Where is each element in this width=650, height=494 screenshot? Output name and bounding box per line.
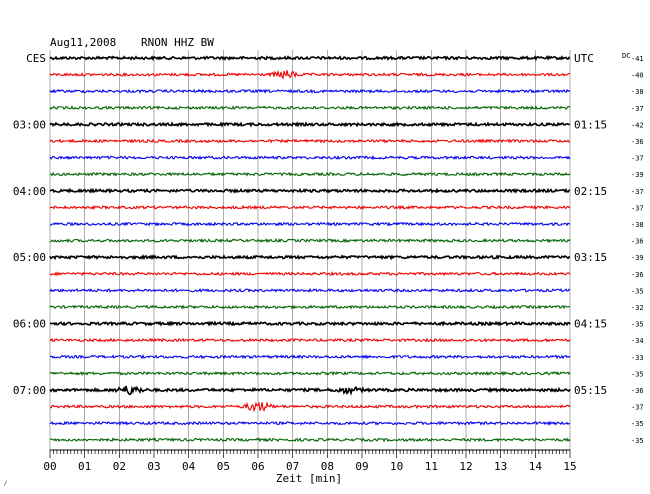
- x-tick-label: 15: [563, 460, 576, 473]
- trace-row-3: [49, 105, 571, 111]
- dc-offset-label: -35: [631, 287, 644, 295]
- trace-row-22: [49, 420, 571, 426]
- trace-row-2: [49, 88, 571, 94]
- plot-grid: [49, 50, 571, 450]
- trace-row-14: [49, 287, 571, 293]
- x-tick-label: 11: [425, 460, 438, 473]
- dc-offset-label: -42: [631, 121, 644, 129]
- dc-offset-label: -35: [631, 370, 644, 378]
- x-tick-label: 05: [217, 460, 230, 473]
- x-tick-label: 04: [182, 460, 196, 473]
- trace-row-18: [49, 354, 571, 360]
- right-time-label: UTC: [574, 52, 594, 65]
- dc-offset-label: -37: [631, 204, 644, 212]
- left-time-label: CES: [26, 52, 46, 65]
- right-time-label: 02:15: [574, 185, 607, 198]
- trace-row-6: [49, 155, 571, 161]
- x-tick-label: 09: [355, 460, 368, 473]
- corner-mark: ⁄: [3, 479, 8, 488]
- dc-offset-label: -33: [631, 354, 644, 362]
- trace-group: [49, 55, 571, 443]
- x-tick-label: 10: [390, 460, 403, 473]
- x-tick-label: 02: [113, 460, 126, 473]
- x-axis: 00 01 02 03 04 05 06 07 08 09 10 11 12 13 14 15: [43, 449, 577, 473]
- right-time-label: 05:15: [574, 384, 607, 397]
- chart-station: RNON HHZ BW: [141, 36, 214, 49]
- dc-offset-label: -39: [631, 171, 644, 179]
- x-axis-label: Zeit [min]: [276, 472, 342, 485]
- left-time-label: 06:00: [13, 318, 46, 331]
- dc-offset-label: -36: [631, 387, 644, 395]
- trace-row-10: [49, 221, 571, 227]
- trace-row-12: [49, 254, 571, 261]
- x-tick-label: 14: [529, 460, 543, 473]
- x-tick-label: 13: [494, 460, 507, 473]
- right-time-labels: UTC 01:15 02:15 03:15 04:15 05:15: [574, 52, 607, 397]
- trace-row-11: [49, 237, 571, 244]
- x-tick-label: 00: [43, 460, 56, 473]
- trace-row-4: [49, 121, 571, 128]
- left-time-label: 03:00: [13, 118, 46, 131]
- trace-row-21: [49, 401, 571, 413]
- dc-offset-label: -37: [631, 105, 644, 113]
- dc-offset-label: -36: [631, 138, 644, 146]
- dc-offset-label: -36: [631, 238, 644, 246]
- trace-row-1: [49, 69, 571, 80]
- dc-offset-label: -40: [631, 72, 644, 80]
- dc-offset-label: -41: [631, 55, 644, 63]
- trace-row-15: [49, 304, 571, 310]
- dc-offset-label: -37: [631, 404, 644, 412]
- chart-date: Aug11,2008: [50, 36, 116, 49]
- left-time-label: 04:00: [13, 185, 46, 198]
- x-tick-label: 12: [459, 460, 472, 473]
- trace-row-19: [49, 370, 571, 377]
- right-time-label: 03:15: [574, 251, 607, 264]
- trace-row-5: [49, 138, 571, 144]
- dc-offset-label: -34: [631, 337, 644, 345]
- dc-offset-label: -32: [631, 304, 644, 312]
- dc-offset-label: -35: [631, 321, 644, 329]
- left-time-labels: CES 03:00 04:00 05:00 06:00 07:00: [13, 52, 46, 397]
- dc-offset-label: -35: [631, 420, 644, 428]
- x-tick-label: 06: [251, 460, 264, 473]
- dc-offset-label: -38: [631, 221, 644, 229]
- dc-offset-label: -37: [631, 188, 644, 196]
- right-time-label: 04:15: [574, 318, 607, 331]
- x-tick-label: 07: [286, 460, 299, 473]
- trace-row-17: [49, 337, 571, 343]
- x-tick-label: 01: [78, 460, 91, 473]
- trace-row-9: [49, 204, 571, 211]
- trace-row-7: [49, 171, 571, 177]
- trace-row-8: [49, 187, 571, 195]
- trace-row-16: [49, 320, 571, 327]
- right-time-label: 01:15: [574, 118, 607, 131]
- x-tick-label: 03: [147, 460, 160, 473]
- dc-offset-label: -37: [631, 155, 644, 163]
- left-time-label: 05:00: [13, 251, 46, 264]
- left-time-label: 07:00: [13, 384, 46, 397]
- trace-row-20: [49, 385, 571, 397]
- dc-offset-label: -35: [631, 437, 644, 445]
- dc-offset-labels: -41 -40 -38 -37 -42 -36 -37 -39 -37 -37 -38 -36 -39 -…: [631, 55, 644, 445]
- x-tick-label: 08: [321, 460, 334, 473]
- trace-row-13: [49, 271, 571, 277]
- dc-offset-label: -36: [631, 271, 644, 279]
- dc-offset-label: -39: [631, 254, 644, 262]
- dc-offset-label: -38: [631, 88, 644, 96]
- dc-column-header: DC: [622, 52, 630, 60]
- trace-row-23: [49, 437, 571, 443]
- trace-row-0: [49, 55, 571, 62]
